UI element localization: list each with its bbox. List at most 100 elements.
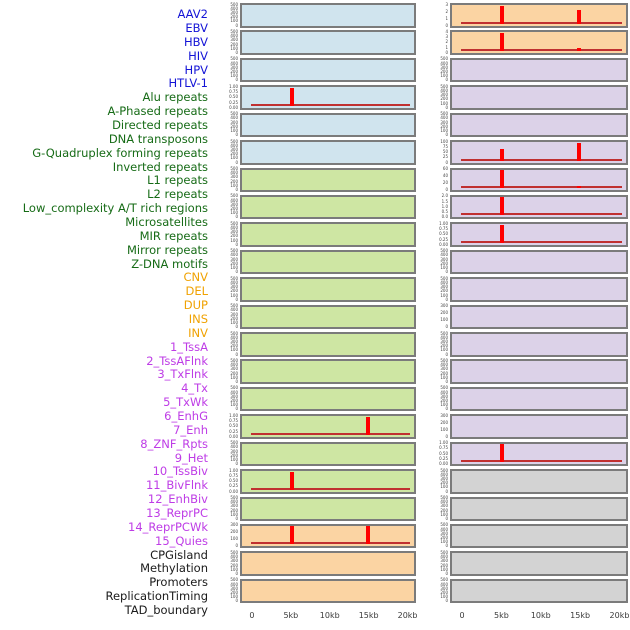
y-tick-label: 300: [440, 339, 448, 344]
track-panel-dup: [240, 578, 416, 604]
track-panel-microsatellites: [240, 414, 416, 439]
y-tick-label: 0.50: [229, 423, 238, 429]
track-panel-ebv: [240, 30, 416, 55]
y-tick-label: 0: [445, 516, 448, 522]
y-tick-label: 100: [230, 567, 238, 572]
y-tick-label: 500: [230, 248, 238, 254]
track-panel-methylation: [450, 496, 628, 522]
track-panel-inverted-repeats: [240, 304, 416, 330]
y-tick-label: 2: [445, 9, 448, 14]
y-tick-label: 0.0: [441, 214, 448, 220]
y-tick-label: 0: [445, 23, 448, 28]
x-tick-label: 0: [459, 611, 465, 620]
y-tick-label: 500: [230, 193, 238, 199]
y-tick-label: 500: [230, 139, 238, 144]
y-tick-label: 0: [235, 187, 238, 193]
y-tick-label: 400: [440, 582, 448, 587]
y-tick-label: 100: [440, 375, 448, 380]
track-panel-3-txflnk: [450, 112, 628, 138]
track-panel-13-reprpc: [450, 386, 628, 412]
y-tick-label: 500: [230, 111, 238, 117]
track-label-l2-repeats: L2 repeats: [147, 187, 208, 202]
y-tick-label: 300: [230, 120, 238, 125]
y-tick-label: 2: [445, 39, 448, 45]
y-tick-label: 0.25: [229, 429, 238, 434]
y-tick-label: 0.50: [439, 231, 448, 237]
y-tick-label: 400: [230, 280, 238, 285]
track-label-ebv: EBV: [185, 20, 208, 35]
track-panel-11-bivflnk: [450, 332, 628, 357]
track-label-6-enhg: 6_EnhG: [164, 408, 208, 423]
y-tick-label: 1: [445, 16, 448, 21]
y-tick-label: 400: [230, 61, 238, 66]
y-tick-label: 400: [230, 143, 238, 148]
track-panel-2-tssaflnk: [450, 85, 628, 110]
signal-spike: [500, 5, 505, 24]
y-tick-label: 300: [440, 503, 448, 509]
signal-baseline: [460, 158, 622, 161]
y-tick-label: 0.00: [439, 461, 448, 467]
track-panel-hbv: [240, 57, 416, 83]
y-tick-label: 0: [235, 516, 238, 522]
y-tick-label: 300: [440, 284, 448, 290]
y-tick-label: 400: [440, 61, 448, 66]
y-tick-label: 500: [230, 331, 238, 336]
y-tick-label: 400: [230, 6, 238, 11]
track-panel-cnv: [240, 523, 416, 549]
track-label-15-quies: 15_Quies: [155, 533, 208, 548]
y-tick-label: 4: [445, 29, 448, 34]
y-tick-label: 400: [440, 499, 448, 505]
y-tick-label: 0: [445, 434, 448, 439]
y-tick-label: 200: [440, 371, 448, 376]
track-panel-htlv-1: [240, 140, 416, 165]
track-label-methylation: Methylation: [140, 561, 208, 576]
y-tick-label: 200: [440, 124, 448, 129]
x-tick-label: 5kb: [494, 611, 509, 620]
y-tick-label: 100: [440, 512, 448, 517]
y-tick-label: 0: [445, 105, 448, 110]
y-tick-label: 400: [230, 252, 238, 258]
y-tick-label: 200: [230, 69, 238, 74]
y-tick-label: 500: [440, 111, 448, 117]
track-panel-14-reprpcwk: [450, 414, 628, 439]
y-tick-label: 400: [230, 554, 238, 560]
track-panel-aav2: [240, 3, 416, 28]
track-label-low-complexity-a-t-rich-regions: Low_complexity A/T rich regions: [22, 201, 208, 216]
y-tick-label: 0: [445, 379, 448, 384]
y-tick-label: 0: [235, 214, 238, 220]
y-tick-label: 500: [440, 84, 448, 89]
y-tick-label: 500: [230, 221, 238, 226]
y-tick-label: 3: [445, 2, 448, 7]
track-label-4-tx: 4_Tx: [181, 381, 208, 396]
y-tick-label: 300: [230, 312, 238, 317]
y-tick-label: 200: [230, 508, 238, 513]
track-label-hpv: HPV: [184, 62, 208, 77]
y-tick-label: 400: [440, 527, 448, 532]
y-tick-label: 300: [440, 394, 448, 399]
track-panel-15-quies: [450, 441, 628, 467]
y-tick-label: 300: [440, 531, 448, 536]
signal-spike: [577, 47, 582, 51]
y-tick-label: 1.00: [439, 440, 448, 446]
y-tick-label: 0: [445, 571, 448, 576]
y-tick-label: 200: [440, 310, 448, 316]
signal-spike: [289, 526, 294, 545]
y-tick-label: 0: [445, 489, 448, 494]
y-tick-label: 0: [235, 297, 238, 302]
y-tick-label: 400: [230, 307, 238, 313]
y-tick-label: 0: [235, 406, 238, 412]
y-tick-label: 100: [440, 347, 448, 353]
y-tick-label: 0.25: [229, 483, 238, 489]
track-label-12-enhbiv: 12_EnhBiv: [147, 492, 208, 507]
y-tick-label: 300: [440, 92, 448, 98]
y-tick-label: 500: [230, 166, 238, 172]
track-label-10-tssbiv: 10_TssBiv: [152, 464, 208, 479]
y-tick-label: 500: [230, 440, 238, 446]
track-label-replicationtiming: ReplicationTiming: [105, 589, 209, 604]
signal-spike: [365, 416, 370, 435]
y-tick-label: 400: [230, 115, 238, 121]
y-tick-label: 100: [230, 402, 238, 408]
track-panel-hiv: [240, 85, 416, 110]
y-tick-label: 200: [440, 261, 448, 266]
